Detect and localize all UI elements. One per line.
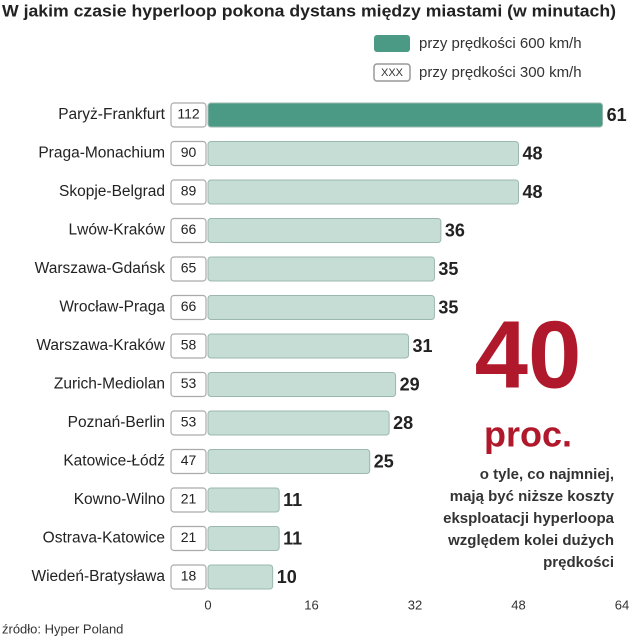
category-label: Praga-Monachium (38, 145, 165, 162)
value-label: 29 (400, 374, 420, 394)
box-label: 21 (181, 529, 197, 545)
bar (207, 372, 397, 397)
value-label: 61 (607, 105, 627, 125)
category-label: Skopje-Belgrad (59, 183, 165, 200)
bar (207, 410, 390, 436)
value-label: 36 (445, 220, 465, 240)
legend-label: przy prędkości 600 km/h (419, 35, 582, 52)
box-label: 65 (181, 260, 197, 276)
category-label: Warszawa-Gdańsk (35, 260, 166, 277)
annotation-line: eksploatacji hyperloopa (443, 510, 615, 527)
x-tick-label: 64 (615, 597, 629, 612)
value-label: 11 (283, 490, 302, 510)
box (170, 333, 207, 359)
annotation-line: względem kolei dużych (447, 532, 614, 549)
bar (207, 333, 410, 359)
box (170, 564, 207, 590)
value-label: 35 (438, 259, 458, 279)
x-tick-label: 32 (408, 597, 422, 612)
bar (207, 218, 442, 243)
bar (207, 526, 280, 551)
box-label: 66 (181, 298, 197, 314)
legend-swatch (374, 35, 410, 52)
annotation-line: mają być niższe koszty (450, 488, 615, 505)
category-label: Paryż-Frankfurt (58, 106, 165, 123)
box-label: 18 (181, 568, 197, 584)
value-label: 35 (438, 297, 458, 317)
bar (207, 295, 435, 320)
category-label: Zurich-Mediolan (54, 376, 165, 393)
value-label: 31 (413, 336, 433, 356)
category-label: Wiedeń-Bratysława (31, 568, 165, 585)
box-label: 90 (181, 144, 197, 160)
box-label: 112 (177, 106, 200, 122)
category-label: Wrocław-Praga (59, 299, 165, 316)
value-label: 25 (374, 451, 394, 471)
bar (207, 141, 519, 166)
box-label: 58 (181, 337, 197, 353)
x-tick-label: 48 (511, 597, 525, 612)
annotation-line: prędkości (543, 554, 614, 571)
box (170, 371, 207, 398)
box-label: 66 (181, 221, 197, 237)
legend-marker-text: XXX (381, 67, 404, 79)
category-label: Kowno-Wilno (74, 491, 165, 508)
box (170, 448, 207, 475)
box-label: 53 (181, 375, 197, 391)
x-tick-label: 16 (304, 597, 318, 612)
box-label: 47 (181, 452, 197, 468)
box (170, 102, 207, 128)
box (170, 217, 207, 244)
bar (207, 102, 604, 128)
box (170, 525, 207, 552)
bar (207, 256, 435, 282)
box (170, 294, 207, 321)
annotation-line: o tyle, co najmniej, (480, 466, 614, 483)
box (170, 410, 207, 436)
legend-swatch (373, 63, 411, 82)
box-label: 53 (181, 414, 197, 430)
category-label: Poznań-Berlin (68, 414, 165, 431)
x-tick-label: 0 (204, 597, 211, 612)
value-label: 10 (277, 567, 297, 587)
annotation-unit: proc. (484, 414, 572, 455)
category-label: Lwów-Kraków (69, 222, 166, 239)
source: źródło: Hyper Poland (2, 621, 123, 636)
value-label: 48 (523, 143, 543, 163)
category-label: Katowice-Łódź (63, 453, 165, 470)
category-label: Ostrava-Katowice (43, 530, 165, 547)
box (170, 140, 207, 167)
annotation-big: 40 (475, 301, 582, 408)
bar (207, 564, 274, 590)
bar (207, 487, 280, 513)
value-label: 28 (393, 413, 413, 433)
box (170, 179, 207, 205)
box (170, 487, 207, 513)
box-label: 89 (181, 183, 197, 199)
box-label: 21 (181, 491, 197, 507)
box (170, 256, 207, 282)
value-label: 48 (523, 182, 543, 202)
chart-title: W jakim czasie hyperloop pokona dystans … (2, 1, 616, 20)
value-label: 11 (283, 528, 302, 548)
legend-label: przy prędkości 300 km/h (419, 64, 582, 81)
bar (207, 449, 371, 474)
bar (207, 179, 519, 205)
category-label: Warszawa-Kraków (36, 337, 165, 354)
